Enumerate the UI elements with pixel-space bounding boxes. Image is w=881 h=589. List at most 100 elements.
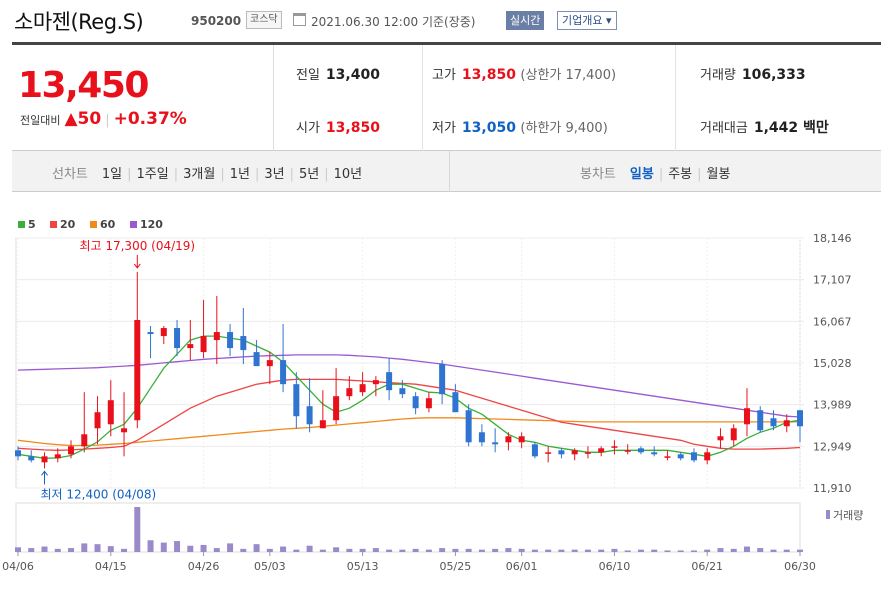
volume-bar: [412, 548, 419, 552]
candle-body: [121, 428, 128, 433]
candle-weekly[interactable]: 주봉: [668, 167, 693, 182]
volume-bar: [333, 547, 340, 552]
volume-bar: [439, 548, 446, 552]
ma120-line: [17, 354, 801, 418]
period-1w[interactable]: 1주일: [136, 167, 169, 182]
candle-monthly[interactable]: 월봉: [706, 167, 731, 182]
volume-bar: [545, 549, 552, 552]
candle-body: [770, 418, 777, 427]
period-3m[interactable]: 3개월: [183, 167, 216, 182]
volume-bar: [15, 547, 21, 552]
ma60-line: [17, 417, 800, 447]
volume-bar: [558, 549, 565, 552]
candle-body: [240, 336, 247, 351]
x-tick-label: 04/06: [2, 560, 34, 573]
volume-bar: [94, 544, 101, 552]
candle-body: [531, 444, 538, 457]
candle-body: [399, 388, 406, 395]
candle-body: [280, 360, 287, 385]
x-tick-label: 06/01: [506, 560, 538, 573]
period-1d[interactable]: 1일: [101, 167, 123, 182]
candle-body: [160, 328, 167, 337]
candle-body: [227, 332, 234, 349]
change-value: ▲50: [64, 109, 102, 129]
quote-stats: 전일 13,400 고가 13,850 (상한가 17,400) 거래량 106,33…: [274, 45, 881, 151]
candle-body: [425, 398, 432, 409]
trading-amount: 거래대금 1,442 백만: [700, 120, 829, 136]
stock-header: 소마젠(Reg.S) 950200 코스닥 2021.06.30 12:00 기…: [0, 0, 881, 42]
candle-body: [213, 332, 220, 341]
candle-body: [584, 452, 591, 454]
line-chart-periods: 선차트 1일 | 1주일 | 3개월 | 1년 | 3년 | 5년 | 10년: [52, 167, 363, 182]
annotation-high: 최고 17,300 (04/19): [79, 239, 195, 253]
volume-plot-frame: [15, 502, 801, 553]
x-tick-label: 06/10: [599, 560, 631, 573]
x-tick-label: 05/13: [347, 560, 379, 573]
x-tick-label: 04/15: [95, 560, 127, 573]
candle-body: [372, 380, 379, 385]
price-change: 전일대비 ▲50 | +0.37%: [20, 109, 187, 129]
volume-bar: [306, 545, 313, 552]
volume-bar: [571, 549, 578, 552]
volume-bar: [743, 546, 750, 552]
candle-body: [797, 410, 803, 427]
candle-body: [81, 434, 88, 447]
quote-datetime: 2021.06.30 12:00 기준(장중): [311, 15, 476, 29]
volume-bar: [425, 549, 432, 552]
period-1y[interactable]: 1년: [229, 167, 250, 182]
price-box: 13,450 전일대비 ▲50 | +0.37%: [12, 45, 274, 151]
volume-bar: [651, 549, 658, 552]
candle-body: [333, 396, 340, 421]
volume-bar: [68, 548, 75, 552]
candle-body: [134, 320, 141, 421]
candle-body: [386, 372, 393, 391]
legend-label: 5: [28, 218, 36, 231]
chart-tabs: 선차트 1일 | 1주일 | 3개월 | 1년 | 3년 | 5년 | 10년 봉차트 일봉 | 주봉 | 월봉: [12, 151, 881, 192]
legend-label: 120: [140, 218, 163, 231]
candle-daily[interactable]: 일봉: [629, 167, 654, 182]
candle-body: [690, 452, 697, 461]
realtime-button[interactable]: 실시간: [506, 11, 545, 30]
candle-body: [465, 410, 472, 443]
legend-swatch: [50, 221, 57, 228]
candle-body: [704, 452, 711, 461]
candle-body: [266, 360, 273, 367]
candle-body: [571, 450, 578, 455]
stock-code: 950200: [191, 14, 242, 28]
legend-swatch: [90, 221, 97, 228]
volume-bar: [492, 548, 499, 552]
volume-bar: [757, 548, 764, 552]
candle-body: [187, 344, 194, 349]
period-3y[interactable]: 3년: [264, 167, 285, 182]
stats-divider: [675, 45, 676, 151]
calendar-icon: [293, 13, 306, 26]
candle-body: [677, 454, 684, 459]
volume-bar: [81, 543, 88, 552]
candle-body: [505, 436, 512, 443]
candle-body: [545, 452, 552, 454]
candle-body: [717, 436, 724, 441]
candle-body: [624, 450, 631, 452]
line-chart-title: 선차트: [52, 167, 88, 182]
volume-bar: [372, 548, 379, 552]
volume-bar: [730, 548, 737, 552]
quote-summary: 13,450 전일대비 ▲50 | +0.37% 전일 13,400 고가 13,850 …: [12, 45, 881, 151]
candle-body: [730, 428, 737, 441]
volume-bar: [399, 549, 406, 552]
y-tick-label: 13,989: [813, 399, 852, 412]
period-10y[interactable]: 10년: [333, 167, 363, 182]
candle-body: [293, 384, 300, 417]
candle-body: [107, 400, 114, 425]
volume-bar: [624, 550, 631, 552]
period-5y[interactable]: 5년: [298, 167, 320, 182]
volume-bar: [160, 542, 167, 552]
ma5-line: [17, 335, 801, 459]
volume-bar: [598, 549, 605, 552]
volume-bar: [531, 549, 538, 552]
company-overview-dropdown[interactable]: 기업개요 ▾: [557, 11, 617, 30]
y-tick-label: 11,910: [813, 482, 852, 495]
candle-body: [439, 364, 446, 395]
volume-bar: [187, 545, 194, 552]
change-separator: |: [105, 113, 110, 128]
volume-bar: [452, 548, 459, 552]
